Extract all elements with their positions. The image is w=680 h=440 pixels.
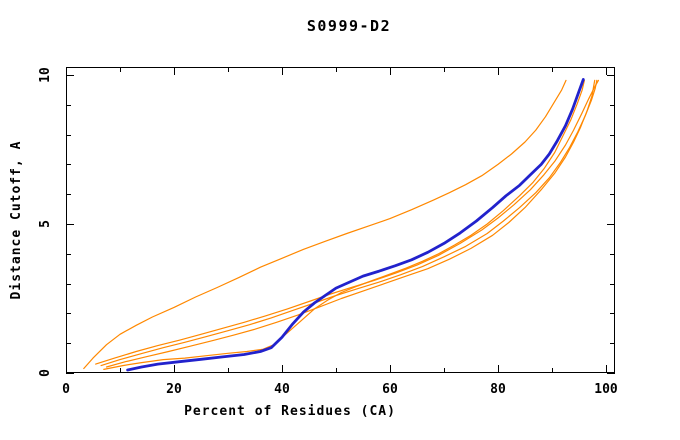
series-orange-outlier-curve: [83, 79, 567, 370]
y-tick-label: 10: [38, 67, 53, 83]
x-tick-label: 20: [166, 382, 182, 397]
series-orange-curve-4: [105, 79, 596, 368]
series-orange-curve-5: [103, 79, 586, 370]
axis-tick-labels: 0 20 40 60 80 100 0 5 10: [38, 67, 618, 397]
x-tick-label: 0: [62, 382, 70, 397]
x-tick-label: 100: [594, 382, 618, 397]
plot-frame: [66, 67, 615, 373]
plot-border: [66, 67, 615, 373]
y-tick-label: 5: [38, 220, 53, 228]
x-tick-label: 80: [490, 382, 506, 397]
y-tick-label: 0: [38, 369, 53, 377]
series-orange-curve-3: [100, 79, 598, 367]
series-orange-curve-2: [95, 79, 600, 365]
x-tick-label: 40: [274, 382, 290, 397]
x-tick-label: 60: [382, 382, 398, 397]
axis-ticks: [66, 67, 615, 374]
y-axis-label: Distance Cutoff, A: [9, 141, 24, 300]
chart-series: [83, 78, 600, 372]
chart-title: S0999-D2: [307, 17, 391, 35]
series-blue-main-curve: [126, 78, 585, 372]
x-axis-label: Percent of Residues (CA): [184, 404, 396, 419]
